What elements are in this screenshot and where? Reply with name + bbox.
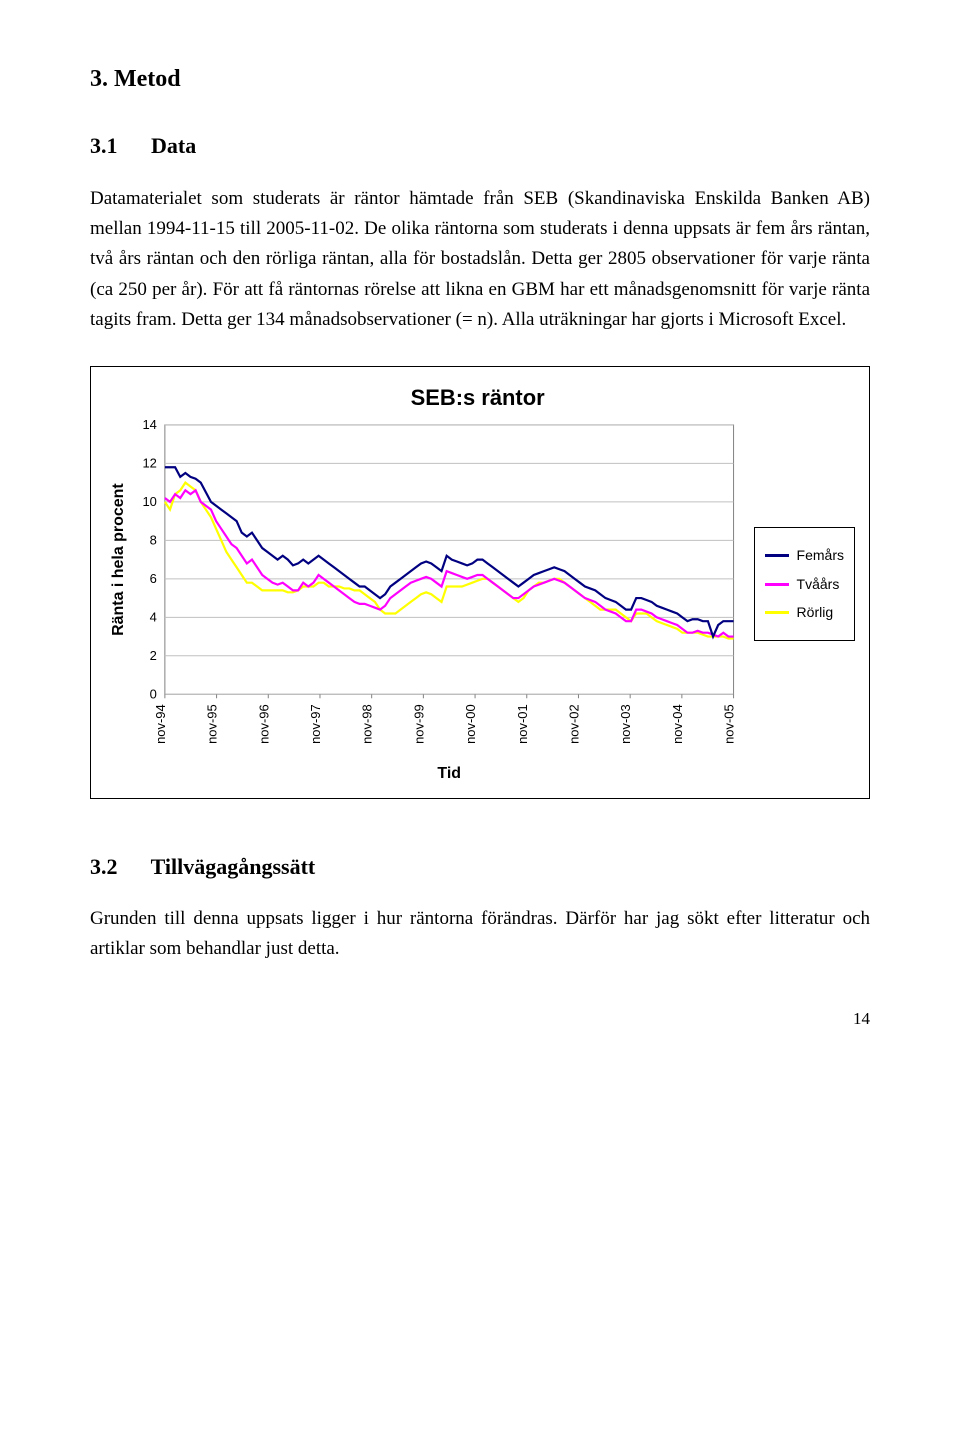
- svg-text:8: 8: [150, 532, 157, 547]
- legend-swatch: [765, 554, 789, 557]
- svg-text:12: 12: [142, 455, 156, 470]
- svg-text:nov-97: nov-97: [308, 704, 323, 744]
- svg-text:nov-05: nov-05: [722, 704, 737, 744]
- svg-text:0: 0: [150, 686, 157, 701]
- subsection-title: Tillvägagångssätt: [151, 854, 316, 879]
- svg-text:nov-02: nov-02: [566, 704, 581, 744]
- svg-text:10: 10: [142, 493, 156, 508]
- svg-text:nov-03: nov-03: [618, 704, 633, 744]
- svg-text:14: 14: [142, 416, 156, 431]
- svg-text:nov-99: nov-99: [411, 704, 426, 744]
- sub2-paragraph: Grunden till denna uppsats ligger i hur …: [90, 904, 870, 965]
- chart-legend: Femårs Tvåårs Rörlig: [754, 527, 855, 640]
- section-heading: 3. Metod: [90, 60, 870, 98]
- legend-swatch: [765, 583, 789, 586]
- subsection-3-2: 3.2 Tillvägagångssätt: [90, 849, 870, 884]
- seb-rates-line-chart: SEB:s räntor 0 2 4 6 8 10 12 14 nov-94 nov-95 nov-9…: [105, 385, 744, 784]
- svg-text:nov-96: nov-96: [256, 704, 271, 744]
- legend-item: Tvåårs: [765, 573, 844, 595]
- svg-text:nov-04: nov-04: [670, 704, 685, 744]
- svg-text:SEB:s räntor: SEB:s räntor: [411, 385, 546, 410]
- svg-text:nov-95: nov-95: [205, 704, 220, 744]
- svg-text:nov-98: nov-98: [360, 704, 375, 744]
- legend-label: Tvåårs: [797, 573, 840, 595]
- subsection-num: 3.1: [90, 128, 118, 163]
- svg-text:nov-94: nov-94: [153, 704, 168, 744]
- subsection-3-1: 3.1 Data: [90, 128, 870, 163]
- legend-label: Rörlig: [797, 601, 834, 623]
- page-number: 14: [90, 1005, 870, 1032]
- svg-text:2: 2: [150, 647, 157, 662]
- svg-text:Ränta i hela procent: Ränta i hela procent: [110, 482, 127, 635]
- legend-swatch: [765, 611, 789, 614]
- svg-text:Tid: Tid: [437, 765, 461, 782]
- subsection-num: 3.2: [90, 849, 118, 884]
- legend-item: Femårs: [765, 544, 844, 566]
- subsection-title: Data: [151, 133, 196, 158]
- legend-item: Rörlig: [765, 601, 844, 623]
- legend-label: Femårs: [797, 544, 844, 566]
- svg-text:4: 4: [150, 609, 157, 624]
- chart-container: SEB:s räntor 0 2 4 6 8 10 12 14 nov-94 nov-95 nov-9…: [90, 366, 870, 799]
- svg-text:nov-00: nov-00: [463, 704, 478, 744]
- svg-text:6: 6: [150, 570, 157, 585]
- sub1-paragraph: Datamaterialet som studerats är räntor h…: [90, 184, 870, 336]
- svg-text:nov-01: nov-01: [515, 704, 530, 744]
